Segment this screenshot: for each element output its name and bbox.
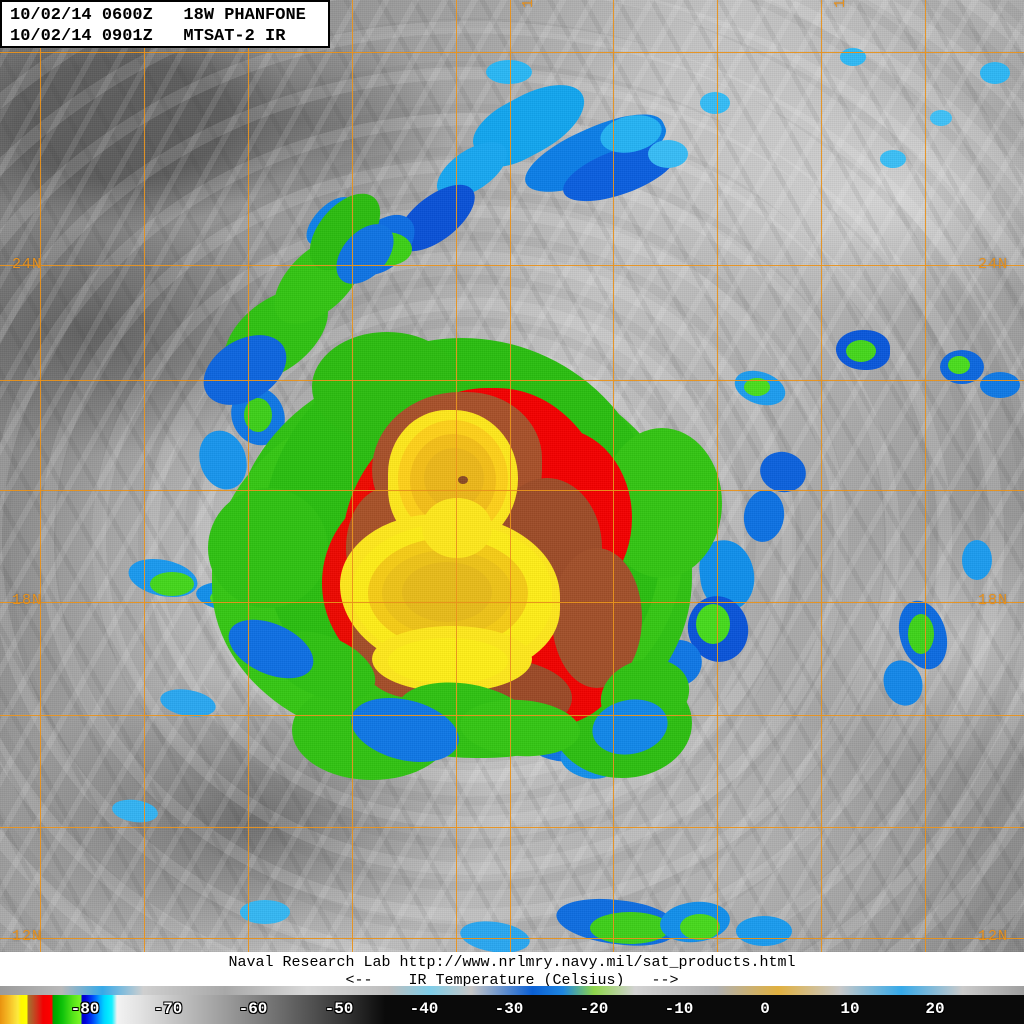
image-residual-strip <box>0 986 1024 995</box>
colorbar-tick-minus10: -10 <box>664 1000 694 1018</box>
header-line-time-sensor: 10/02/14 0901Z MTSAT-2 IR <box>10 27 286 46</box>
lat-label-right-24n: 24N <box>978 256 1009 273</box>
ir-temperature-colorbar: -80 -70 -60 -50 -40 -30 -20 -10 0 10 20 <box>0 995 1024 1024</box>
colorbar-tick-minus80: -80 <box>70 1000 100 1018</box>
lat-label-right-12n: 12N <box>978 928 1009 945</box>
colorbar-tick-minus20: -20 <box>579 1000 609 1018</box>
satellite-ir-image: 24N 18N 12N 24N 18N 12N 142E 144E 10/02/… <box>0 0 1024 952</box>
colorbar-axis-label: <-- IR Temperature (Celsius) --> <box>345 972 679 989</box>
colorbar-tick-20: 20 <box>925 1000 945 1018</box>
product-header-box: 10/02/14 0600Z 18W PHANFONE 10/02/14 090… <box>0 0 330 48</box>
lat-lon-grid: 24N 18N 12N 24N 18N 12N 142E 144E <box>0 0 1024 952</box>
colorbar-gradient <box>0 995 1024 1024</box>
colorbar-tick-minus30: -30 <box>494 1000 524 1018</box>
colorbar-tick-minus60: -60 <box>238 1000 268 1018</box>
colorbar-tick-0: 0 <box>760 1000 770 1018</box>
colorbar-tick-minus70: -70 <box>153 1000 183 1018</box>
caption-block: Naval Research Lab http://www.nrlmry.nav… <box>0 952 1024 992</box>
lat-label-left-18n: 18N <box>12 592 43 609</box>
colorbar-tick-minus40: -40 <box>409 1000 439 1018</box>
lon-label-142e: 142E <box>520 0 537 8</box>
lat-label-left-12n: 12N <box>12 928 43 945</box>
colorbar-tick-minus50: -50 <box>324 1000 354 1018</box>
header-line-time-storm: 10/02/14 0600Z 18W PHANFONE <box>10 6 306 25</box>
attribution-text: Naval Research Lab http://www.nrlmry.nav… <box>228 954 796 971</box>
lat-label-right-18n: 18N <box>978 592 1009 609</box>
lon-label-144e: 144E <box>832 0 849 8</box>
lat-label-left-24n: 24N <box>12 256 43 273</box>
colorbar-tick-10: 10 <box>840 1000 860 1018</box>
image-noise-overlay <box>0 0 1024 952</box>
